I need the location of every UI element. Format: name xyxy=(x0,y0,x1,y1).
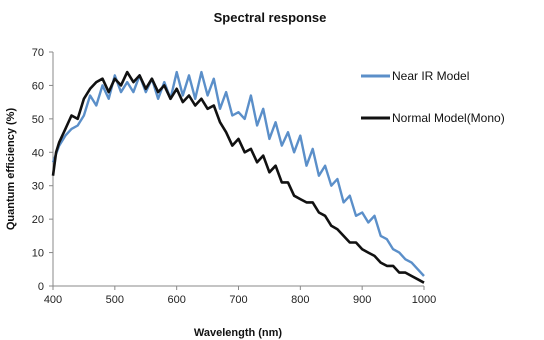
y-tick-label: 20 xyxy=(32,214,44,226)
legend-label-normal-mono: Normal Model(Mono) xyxy=(392,111,505,125)
legend: Near IR Model Normal Model(Mono) xyxy=(361,69,505,125)
y-tick-label: 30 xyxy=(32,181,44,193)
y-tick-label: 0 xyxy=(38,281,44,293)
x-tick-label: 700 xyxy=(229,294,247,306)
legend-label-near-ir: Near IR Model xyxy=(392,69,469,83)
x-tick-label: 500 xyxy=(106,294,124,306)
y-axis-label: Quantum efficiency (%) xyxy=(5,108,17,231)
series-layer xyxy=(51,70,425,284)
x-tick-label: 400 xyxy=(44,294,62,306)
chart-title: Spectral response xyxy=(214,10,327,25)
y-tick-label: 50 xyxy=(32,114,44,126)
series-line-normal-mono xyxy=(51,70,425,284)
x-axis-ticks: 400 500 600 700 800 900 1000 xyxy=(44,286,436,306)
x-tick-label: 600 xyxy=(167,294,185,306)
x-axis-label: Wavelength (nm) xyxy=(194,327,283,339)
x-tick-label: 1000 xyxy=(412,294,436,306)
x-tick-label: 800 xyxy=(291,294,309,306)
y-tick-label: 60 xyxy=(32,80,44,92)
y-tick-label: 10 xyxy=(32,248,44,260)
y-tick-label: 70 xyxy=(32,47,44,59)
x-tick-label: 900 xyxy=(353,294,371,306)
y-tick-label: 40 xyxy=(32,147,44,159)
y-axis-ticks: 0 10 20 30 40 50 60 70 xyxy=(32,47,53,293)
series-line-near-ir xyxy=(51,70,425,277)
